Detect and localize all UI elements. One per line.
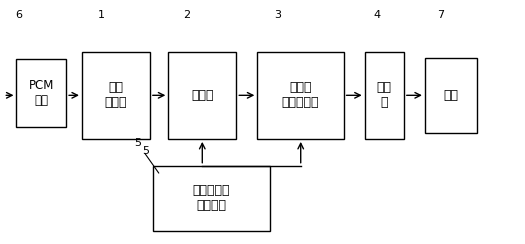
Text: 1: 1	[98, 10, 104, 20]
Bar	[257, 52, 344, 139]
Text: 4: 4	[373, 10, 381, 20]
Text: PCM
信号: PCM 信号	[28, 79, 54, 107]
Bar	[82, 52, 150, 139]
Bar	[153, 166, 270, 231]
Bar	[425, 58, 477, 133]
Text: 开关类
功率放大器: 开关类 功率放大器	[282, 81, 319, 109]
Bar	[364, 52, 404, 139]
Text: 5: 5	[142, 146, 149, 156]
Text: 6: 6	[15, 10, 23, 20]
Text: 供电及时序
控制电路: 供电及时序 控制电路	[193, 184, 230, 213]
Bar	[16, 59, 66, 127]
Text: 天线: 天线	[444, 89, 458, 102]
Bar	[168, 52, 236, 139]
Text: 3: 3	[274, 10, 281, 20]
Text: 预调
滤波器: 预调 滤波器	[104, 81, 127, 109]
Text: 隔离
器: 隔离 器	[377, 81, 392, 109]
Text: 7: 7	[437, 10, 444, 20]
Text: 2: 2	[183, 10, 190, 20]
Text: 5: 5	[134, 138, 159, 173]
Text: 调频源: 调频源	[191, 89, 214, 102]
